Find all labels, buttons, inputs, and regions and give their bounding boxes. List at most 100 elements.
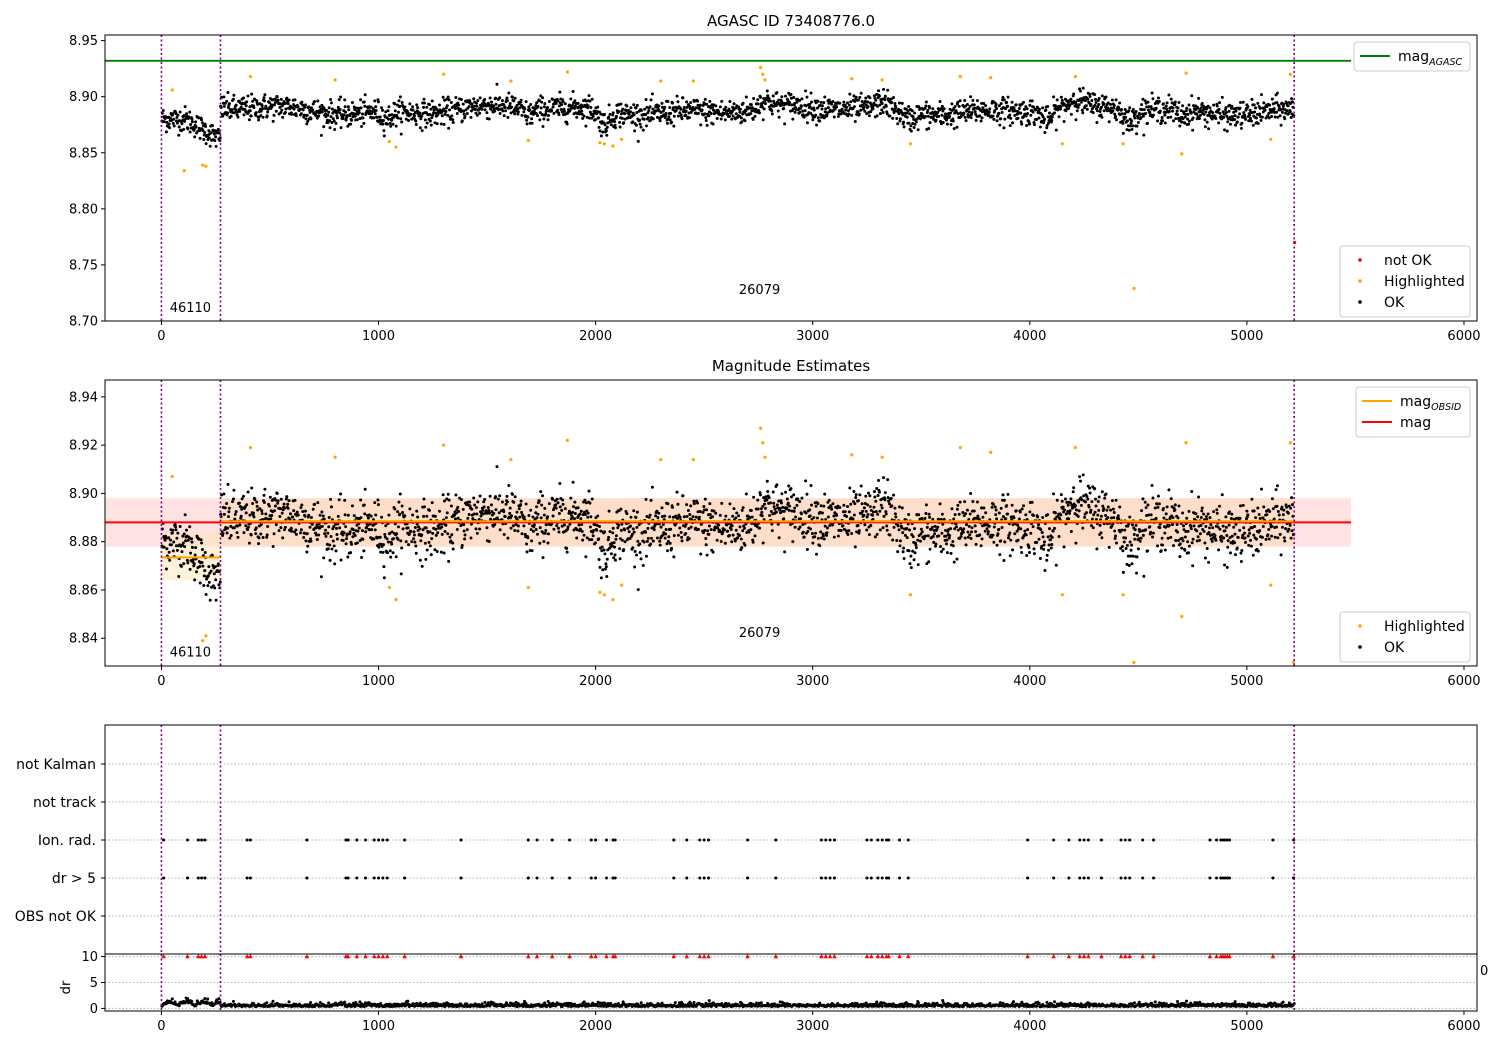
ok-point <box>223 506 227 510</box>
ok-point <box>641 128 645 132</box>
ok-point <box>270 514 274 518</box>
ok-point <box>781 505 785 509</box>
ok-point <box>446 492 450 496</box>
ok-point <box>261 115 265 119</box>
ok-point <box>590 97 594 101</box>
ok-point <box>1191 537 1195 541</box>
ok-point <box>676 502 680 506</box>
ok-point <box>459 498 463 502</box>
ok-point <box>679 107 683 111</box>
ok-point <box>1187 119 1191 123</box>
ok-point <box>407 532 411 536</box>
ok-point <box>581 116 585 120</box>
ok-point <box>680 535 684 539</box>
ok-point <box>475 104 479 108</box>
ok-point <box>757 109 761 113</box>
ok-point <box>1000 111 1004 115</box>
ok-point <box>959 535 963 539</box>
ok-point <box>1117 517 1121 521</box>
ok-point <box>843 103 847 107</box>
ok-point <box>930 525 934 529</box>
ok-point <box>551 97 555 101</box>
ok-point <box>898 544 902 548</box>
ok-point <box>1228 510 1232 514</box>
ok-point <box>213 586 217 590</box>
ok-point <box>1215 508 1219 512</box>
ok-point <box>568 522 572 526</box>
ok-point <box>649 536 653 540</box>
ok-point <box>193 553 197 557</box>
ok-point <box>194 120 198 124</box>
ok-point <box>539 490 543 494</box>
ok-point <box>1162 516 1166 520</box>
ok-point <box>492 511 496 515</box>
ok-point <box>1229 516 1233 520</box>
ok-point <box>815 106 819 110</box>
ok-point <box>534 528 538 532</box>
ok-point <box>760 105 764 109</box>
ok-point <box>727 533 731 537</box>
ok-point <box>682 106 686 110</box>
ok-point <box>1047 548 1051 552</box>
ok-point <box>949 111 953 115</box>
ok-point <box>474 101 478 105</box>
ok-point <box>789 96 793 100</box>
ok-point <box>393 102 397 106</box>
ok-point <box>1006 95 1010 99</box>
ok-point <box>1197 538 1201 542</box>
ok-point <box>1262 505 1266 509</box>
ok-point <box>804 479 808 483</box>
ok-point <box>896 122 900 126</box>
ok-point <box>1187 103 1191 107</box>
ok-point <box>1258 517 1262 521</box>
ok-point <box>799 512 803 516</box>
ok-point <box>987 524 991 528</box>
ok-point <box>588 501 592 505</box>
ok-point <box>481 104 485 108</box>
ok-point <box>308 110 312 114</box>
ok-point <box>461 102 465 106</box>
ok-point <box>1106 101 1110 105</box>
ok-point <box>1163 113 1167 117</box>
ok-point <box>1050 535 1054 539</box>
ok-point <box>214 598 218 602</box>
ok-point <box>1154 516 1158 520</box>
ok-point <box>543 102 547 106</box>
ok-point <box>597 557 601 561</box>
ok-point <box>505 500 509 504</box>
ok-point <box>727 107 731 111</box>
ok-point <box>588 525 592 529</box>
ok-point <box>430 99 434 103</box>
ok-point <box>913 111 917 115</box>
ok-point <box>711 515 715 519</box>
ok-point <box>537 499 541 503</box>
ok-point <box>1239 560 1243 564</box>
ok-point <box>894 515 898 519</box>
ok-point <box>559 107 563 111</box>
ok-point <box>171 528 175 532</box>
ok-point <box>1123 528 1127 532</box>
ok-point <box>627 530 631 534</box>
ok-point <box>607 509 611 513</box>
ok-point <box>304 539 308 543</box>
ok-point <box>1099 514 1103 518</box>
ok-point <box>541 494 545 498</box>
ok-point <box>1181 117 1185 121</box>
ok-point <box>613 123 617 127</box>
ok-point <box>210 124 214 128</box>
ok-point <box>1288 110 1292 114</box>
ok-point <box>246 525 250 529</box>
highlighted-point <box>333 78 337 82</box>
ok-point <box>187 536 191 540</box>
ok-point <box>504 502 508 506</box>
ok-point <box>1127 128 1131 132</box>
ok-point <box>250 486 254 490</box>
ok-point <box>789 92 793 96</box>
ok-point <box>463 533 467 537</box>
ok-point <box>582 114 586 118</box>
ok-point <box>288 517 292 521</box>
ok-point <box>863 99 867 103</box>
ok-point <box>325 542 329 546</box>
ok-point <box>1187 544 1191 548</box>
ok-point <box>1244 117 1248 121</box>
